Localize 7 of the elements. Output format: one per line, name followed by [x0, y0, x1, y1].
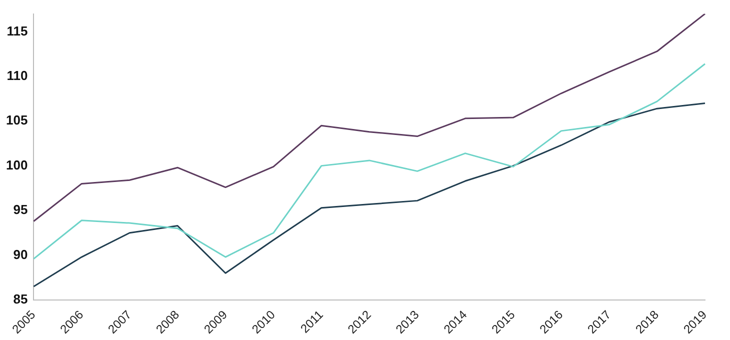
y-tick-label: 110	[6, 68, 28, 83]
y-tick-label: 90	[13, 246, 28, 262]
y-tick-label: 115	[6, 23, 28, 38]
y-tick-label: 85	[13, 292, 28, 307]
y-tick-label: 100	[6, 157, 28, 172]
y-tick-label: 105	[6, 112, 28, 128]
y-tick-label: 95	[13, 202, 28, 218]
